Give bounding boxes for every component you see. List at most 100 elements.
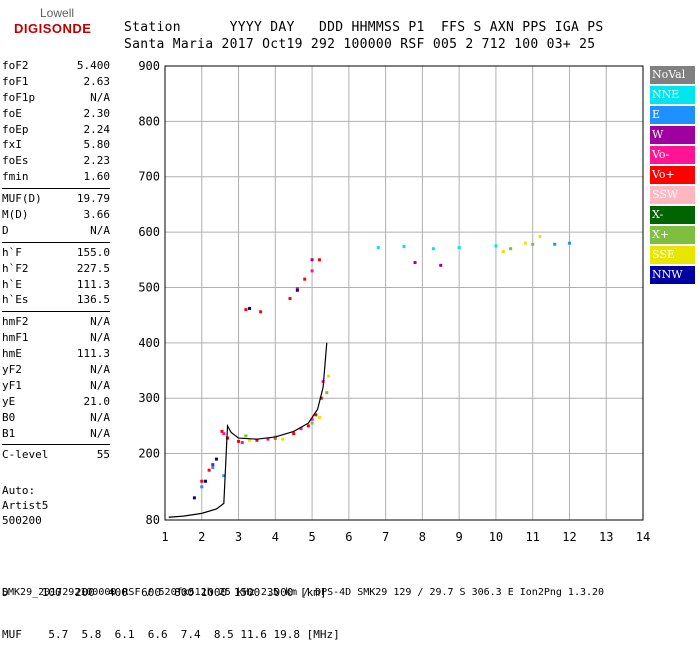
param-row: B0 N/A (2, 410, 110, 426)
echo-point (259, 310, 263, 314)
muf-table: D 100 200 400 600 800 1000 1500 3000 [km… (2, 558, 340, 656)
param-value: N/A (90, 410, 110, 424)
param-row: yE 21.0 (2, 394, 110, 410)
header-labels: Station YYYY DAY DDD HHMMSS P1 FFS S AXN… (124, 20, 604, 35)
echo-point (310, 269, 314, 273)
x-tick-label: 2 (198, 530, 205, 544)
echo-point (303, 277, 307, 281)
param-name: h`F (2, 245, 22, 259)
param-name: hmE (2, 347, 22, 361)
profile-curve (168, 342, 328, 518)
legend-item: NNE (650, 86, 695, 104)
x-tick-label: 5 (308, 530, 315, 544)
legend-item: NoVal (650, 66, 695, 84)
y-tick-label: 700 (138, 170, 160, 184)
y-tick-label: 800 (138, 114, 160, 128)
param-row: foF2 5.400 (2, 58, 110, 74)
plot-frame (164, 65, 644, 521)
param-row: B1 N/A (2, 426, 110, 442)
param-value: 2.63 (83, 74, 111, 88)
param-row: foF1 2.63 (2, 74, 110, 90)
param-separator (2, 188, 110, 190)
param-row: foF1p N/A (2, 90, 110, 106)
param-row: fxI 5.80 (2, 137, 110, 153)
echo-point (310, 258, 314, 262)
param-separator (2, 311, 110, 313)
echo-point (310, 421, 314, 425)
echo-point (237, 439, 241, 443)
legend-item: X- (650, 206, 695, 224)
param-row: h`E 111.3 (2, 277, 110, 293)
echo-point (538, 235, 542, 239)
param-value: 1.60 (83, 170, 111, 184)
logo-line1: Lowell (40, 6, 75, 20)
echo-point (317, 258, 321, 262)
echo-point (501, 249, 505, 253)
x-tick-label: 3 (235, 530, 242, 544)
x-tick-label: 4 (272, 530, 279, 544)
echo-point (222, 432, 226, 436)
param-row: M(D) 3.66 (2, 207, 110, 223)
param-row: foE 2.30 (2, 106, 110, 122)
x-tick-label: 12 (562, 530, 576, 544)
param-value: 5.400 (76, 59, 110, 72)
param-row: yF2 N/A (2, 362, 110, 378)
param-row: C-level 55 (2, 447, 110, 463)
echo-point (531, 242, 535, 246)
echo-point (306, 424, 310, 428)
echo-point (325, 391, 329, 395)
param-row: hmF2 N/A (2, 314, 110, 330)
distance-row: D 100 200 400 600 800 1000 1500 3000 [km… (2, 586, 327, 599)
param-value: 5.80 (83, 138, 111, 152)
param-name: M(D) (2, 208, 29, 222)
param-value: 111.3 (76, 347, 110, 361)
param-value: 136.5 (76, 293, 110, 307)
echo-point (220, 429, 224, 433)
param-row: D N/A (2, 223, 110, 239)
echo-point (248, 438, 252, 442)
param-row: h`Es 136.5 (2, 292, 110, 308)
x-tick-label: 8 (419, 530, 426, 544)
param-value: N/A (90, 315, 110, 329)
param-name: yE (2, 394, 16, 408)
echo-point (248, 307, 252, 311)
param-value: 2.30 (83, 106, 111, 120)
legend-item: Vo+ (650, 166, 695, 184)
echo-point (457, 246, 461, 250)
legend-item: SSE (650, 246, 695, 264)
legend-item: E (650, 106, 695, 124)
lowell-digisonde-logo: Lowell DIGISONDE (2, 6, 114, 40)
param-row: hmF1 N/A (2, 330, 110, 346)
param-name: B0 (2, 410, 16, 424)
param-name: yF2 (2, 363, 22, 377)
echo-point (327, 374, 331, 378)
param-separator (2, 241, 110, 243)
param-value: 2.23 (83, 154, 111, 168)
autoscaling-info: Auto: Artist5 500200 (2, 483, 48, 528)
echo-point (266, 437, 270, 441)
param-name: foF1p (2, 90, 36, 104)
echo-point (314, 413, 318, 417)
file-info-footer: SMK29_2017292100000.RSF / 520fx512h 25 k… (2, 587, 605, 598)
x-tick-label: 10 (489, 530, 503, 544)
echo-point (295, 288, 299, 292)
param-name: MUF(D) (2, 192, 42, 206)
echo-point (553, 242, 557, 246)
echo-point (281, 437, 285, 441)
param-name: h`F2 (2, 261, 29, 275)
echo-point (292, 432, 296, 436)
x-tick-label: 14 (636, 530, 650, 544)
param-value: N/A (90, 363, 110, 377)
y-tick-label: 900 (138, 59, 160, 73)
echo-point (317, 416, 321, 420)
echo-point (240, 440, 244, 444)
x-tick-label: 6 (345, 530, 352, 544)
param-name: h`E (2, 277, 22, 291)
ionogram-plot: 1 2 3 4 5 6 7 8 9 10 11 12 13 14802003004005006007008… (138, 59, 650, 544)
echo-point (211, 463, 215, 467)
echo-point (439, 263, 443, 267)
echo-point (376, 246, 380, 250)
param-row: yF1 N/A (2, 378, 110, 394)
param-name: fxI (2, 138, 22, 152)
x-tick-label: 7 (382, 530, 389, 544)
